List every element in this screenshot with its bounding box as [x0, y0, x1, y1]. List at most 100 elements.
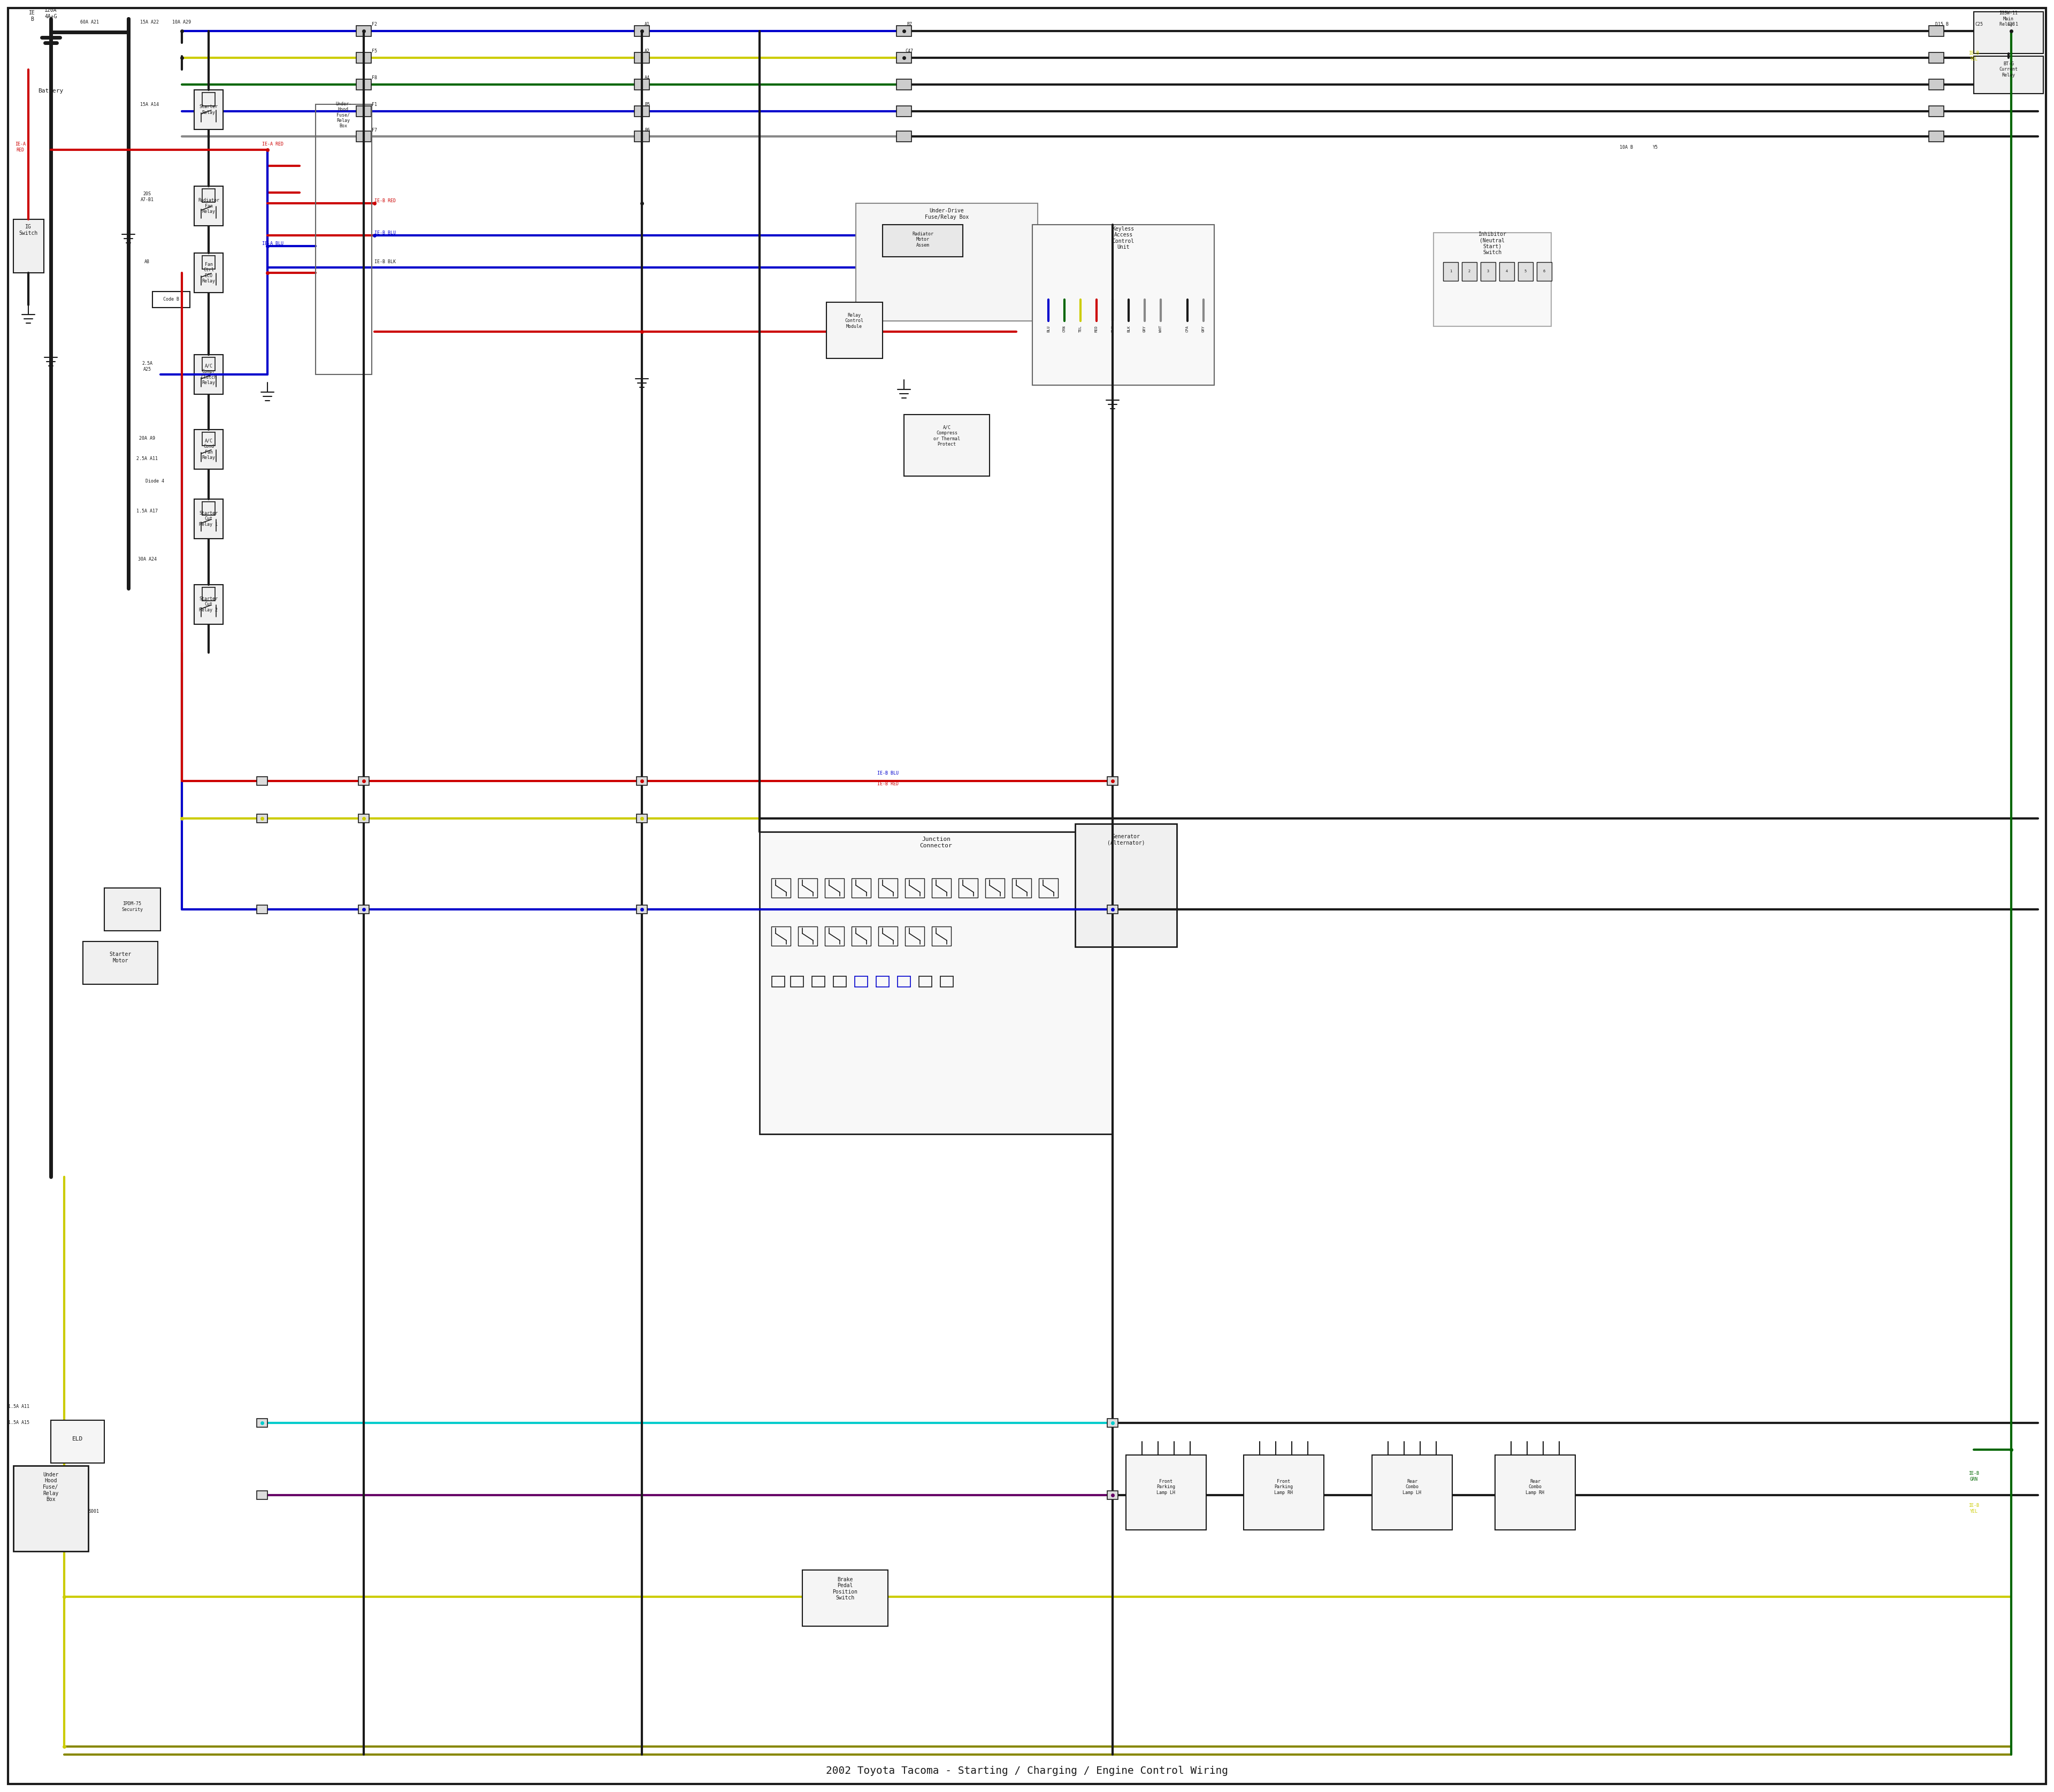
Text: IE-A RED: IE-A RED — [263, 142, 283, 147]
Bar — [635, 106, 649, 116]
Bar — [933, 878, 951, 898]
Bar — [898, 977, 910, 987]
Text: A8: A8 — [144, 260, 150, 265]
Text: 5: 5 — [1524, 269, 1526, 272]
Bar — [959, 878, 978, 898]
Text: IE-B BLU: IE-B BLU — [374, 231, 396, 235]
Text: BLK: BLK — [1111, 326, 1113, 332]
Text: Inhibitor
(Neutral
Start)
Switch: Inhibitor (Neutral Start) Switch — [1479, 231, 1506, 256]
Text: 30A A24: 30A A24 — [138, 557, 156, 561]
Bar — [257, 1491, 267, 1500]
Bar — [637, 776, 647, 785]
Text: F5: F5 — [372, 48, 378, 54]
Text: Fan
Ctrl
ECO
Relay: Fan Ctrl ECO Relay — [201, 262, 216, 283]
Text: Radiator
Fan
Relay: Radiator Fan Relay — [197, 197, 220, 213]
Bar — [1499, 262, 1514, 281]
Text: GRY: GRY — [1202, 326, 1206, 332]
Bar — [772, 878, 791, 898]
Text: 2002 Toyota Tacoma - Starting / Charging / Engine Control Wiring: 2002 Toyota Tacoma - Starting / Charging… — [826, 1765, 1228, 1776]
Text: F1: F1 — [372, 102, 378, 108]
Bar — [906, 878, 924, 898]
Bar — [635, 25, 649, 36]
Text: Code B: Code B — [162, 297, 179, 303]
Text: 2.5A
A25: 2.5A A25 — [142, 362, 152, 371]
Bar — [355, 131, 372, 142]
Bar — [635, 79, 649, 90]
Text: Relay
Control
Module: Relay Control Module — [844, 314, 863, 330]
Text: B7: B7 — [906, 22, 912, 27]
Bar — [14, 1466, 88, 1552]
Text: 1.5A A11: 1.5A A11 — [8, 1405, 29, 1409]
Bar — [883, 224, 963, 256]
Bar — [1434, 233, 1551, 326]
Text: 10A B: 10A B — [1619, 145, 1633, 149]
Text: 6: 6 — [1543, 269, 1545, 272]
Text: A1: A1 — [645, 22, 649, 27]
Bar — [1107, 776, 1117, 785]
Text: ELD: ELD — [72, 1435, 82, 1441]
Text: IE-B BLU: IE-B BLU — [877, 771, 900, 776]
Text: IE-B RED: IE-B RED — [374, 199, 396, 202]
Text: Y5: Y5 — [1653, 145, 1658, 149]
Bar — [852, 926, 871, 946]
Bar — [257, 814, 267, 823]
Bar — [257, 776, 267, 785]
Text: RED: RED — [1095, 326, 1099, 332]
Text: A/C
Cond
Fan
Relay: A/C Cond Fan Relay — [201, 439, 216, 461]
Text: 1: 1 — [1450, 269, 1452, 272]
Bar — [257, 1419, 267, 1426]
Text: F2: F2 — [372, 22, 378, 27]
Text: 4: 4 — [1506, 269, 1508, 272]
Text: TEL: TEL — [1078, 326, 1082, 332]
Bar — [1033, 224, 1214, 385]
Bar — [986, 878, 1004, 898]
Bar — [1126, 1455, 1206, 1530]
Text: CRN: CRN — [1062, 326, 1066, 332]
Bar — [896, 79, 912, 90]
Bar — [1536, 262, 1551, 281]
Bar — [1929, 79, 1943, 90]
Text: BT-G
Current
Relay: BT-G Current Relay — [1999, 61, 2017, 77]
Text: IE-B
YEL: IE-B YEL — [1968, 50, 1980, 61]
Bar — [1107, 1491, 1117, 1500]
Bar — [1462, 262, 1477, 281]
Bar — [257, 905, 267, 914]
Text: 15A A14: 15A A14 — [140, 102, 158, 108]
Bar — [195, 430, 224, 470]
Bar — [1929, 52, 1943, 63]
Bar — [826, 303, 883, 358]
Text: IE-B
YEL: IE-B YEL — [1968, 1503, 1980, 1514]
Bar — [316, 104, 372, 375]
Bar — [772, 926, 791, 946]
Bar — [760, 831, 1113, 1134]
Bar — [904, 414, 990, 477]
Bar — [803, 1570, 887, 1625]
Bar — [51, 1421, 105, 1462]
Bar — [918, 977, 933, 987]
Bar — [105, 889, 160, 930]
Bar — [355, 25, 372, 36]
Bar — [1495, 1455, 1575, 1530]
Bar — [896, 131, 912, 142]
Bar — [635, 131, 649, 142]
Text: IE-B BLK: IE-B BLK — [374, 260, 396, 265]
Text: Brake
Pedal
Position
Switch: Brake Pedal Position Switch — [832, 1577, 859, 1600]
Bar — [1481, 262, 1495, 281]
Text: Starter
Cut
Relay 1: Starter Cut Relay 1 — [199, 511, 218, 527]
Bar — [1013, 878, 1031, 898]
Text: 2.5A A11: 2.5A A11 — [136, 457, 158, 461]
Bar — [1974, 13, 2044, 54]
Text: IE-B RED: IE-B RED — [877, 781, 900, 787]
Text: Under-
Hood
Fuse/
Relay
Box: Under- Hood Fuse/ Relay Box — [335, 102, 351, 129]
Text: IE-A BLU: IE-A BLU — [263, 240, 283, 246]
Text: IE-A
RED: IE-A RED — [14, 142, 25, 152]
Text: Diode 4: Diode 4 — [146, 478, 164, 484]
Bar — [1074, 824, 1177, 946]
Bar — [1039, 878, 1058, 898]
Text: C28: C28 — [2007, 22, 2015, 27]
Text: F7: F7 — [372, 127, 378, 133]
Bar — [791, 977, 803, 987]
Bar — [637, 814, 647, 823]
Text: Battery: Battery — [39, 88, 64, 93]
Text: IE
B: IE B — [29, 11, 35, 22]
